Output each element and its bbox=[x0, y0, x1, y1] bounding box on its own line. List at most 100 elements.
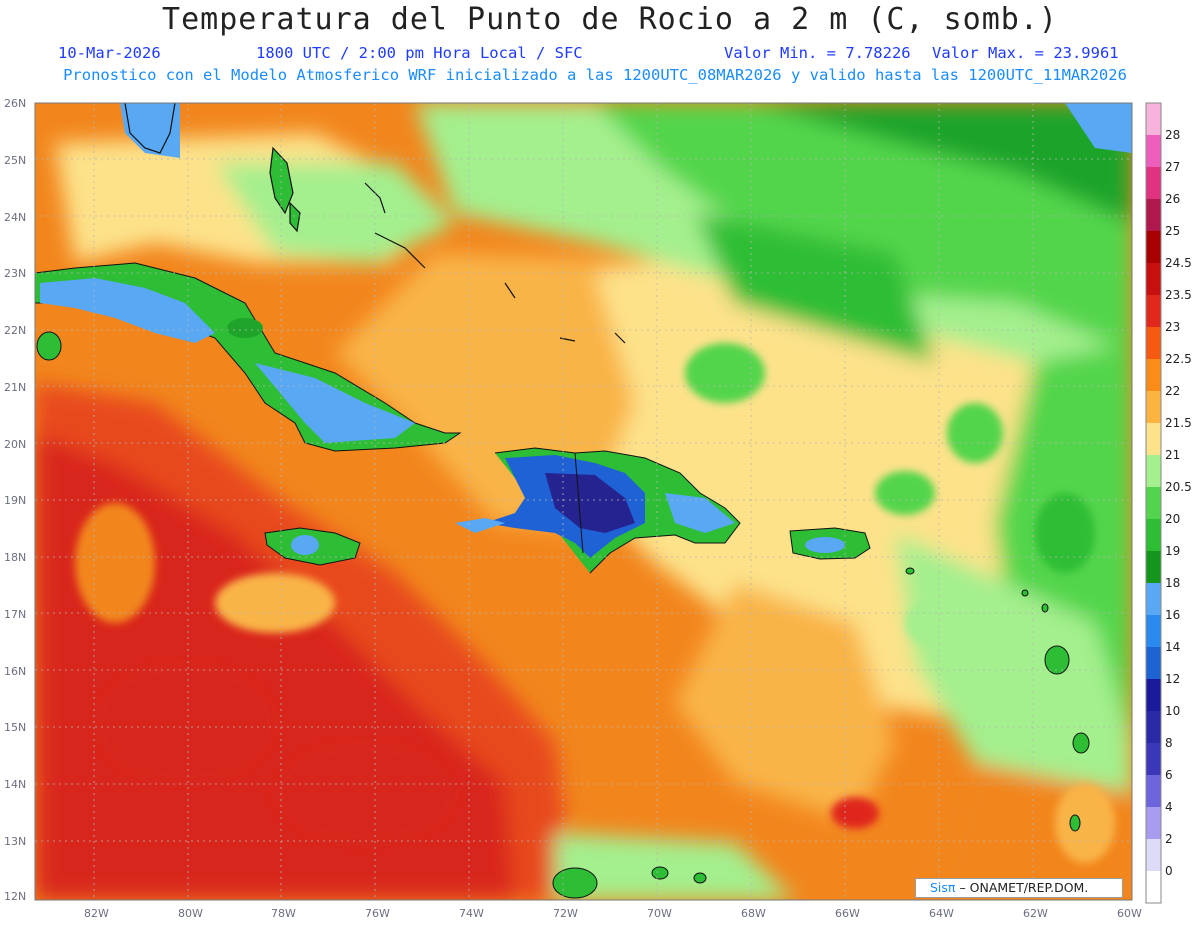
colorbar-swatch bbox=[1146, 391, 1161, 424]
lon-label: 64W bbox=[929, 907, 954, 920]
colorbar-label: 20 bbox=[1165, 512, 1180, 526]
valid-time: 1800 UTC / 2:00 pm Hora Local / SFC bbox=[256, 44, 583, 62]
colorbar-swatch bbox=[1146, 199, 1161, 232]
bahamas-coast bbox=[124, 103, 626, 344]
colorbar-swatch bbox=[1146, 423, 1161, 456]
colorbar-swatch bbox=[1146, 327, 1161, 360]
sispi-logo: Sisπ bbox=[930, 880, 956, 895]
colorbar-swatch bbox=[1146, 711, 1161, 744]
colorbar-swatch bbox=[1146, 263, 1161, 296]
lat-label: 12N bbox=[4, 890, 26, 903]
colorbar-swatch bbox=[1146, 135, 1161, 168]
min-value: Valor Min. = 7.78226 bbox=[724, 44, 911, 62]
lat-label: 25N bbox=[4, 154, 26, 167]
lon-label: 74W bbox=[459, 907, 484, 920]
colorbar-label: 21.5 bbox=[1165, 416, 1192, 430]
colorbar-label: 22.5 bbox=[1165, 352, 1192, 366]
lat-label: 18N bbox=[4, 551, 26, 564]
lat-label: 21N bbox=[4, 381, 26, 394]
lat-label: 15N bbox=[4, 721, 26, 734]
colorbar-label: 18 bbox=[1165, 576, 1180, 590]
puerto-rico bbox=[789, 527, 871, 560]
colorbar-label: 26 bbox=[1165, 192, 1180, 206]
colorbar-swatch bbox=[1146, 455, 1161, 488]
lon-label: 62W bbox=[1023, 907, 1048, 920]
colorbar-swatch bbox=[1146, 231, 1161, 264]
colorbar-swatch bbox=[1146, 647, 1161, 680]
colorbar-swatch bbox=[1146, 359, 1161, 392]
lat-label: 20N bbox=[4, 438, 26, 451]
map-title: Temperatura del Punto de Rocio a 2 m (C,… bbox=[162, 2, 1058, 37]
lon-label: 76W bbox=[365, 907, 390, 920]
colorbar-swatch bbox=[1146, 551, 1161, 584]
colorbar-label: 16 bbox=[1165, 608, 1180, 622]
colorbar-swatch bbox=[1146, 839, 1161, 872]
map-frame bbox=[34, 102, 1133, 901]
colorbar-frame bbox=[1145, 102, 1162, 904]
lon-axis: 82W 80W 78W 76W 74W 72W 70W 68W 66W 64W … bbox=[84, 907, 1142, 920]
colorbar-swatch bbox=[1146, 871, 1161, 904]
field-zones bbox=[35, 103, 1132, 900]
colorbar: 2827262524.523.52322.52221.52120.5201918… bbox=[1145, 102, 1192, 904]
dewpoint-field bbox=[35, 103, 1132, 900]
lon-label: 80W bbox=[178, 907, 203, 920]
colorbar-label: 19 bbox=[1165, 544, 1180, 558]
colorbar-label: 25 bbox=[1165, 224, 1180, 238]
lat-label: 16N bbox=[4, 665, 26, 678]
colorbar-label: 4 bbox=[1165, 800, 1173, 814]
lon-label: 72W bbox=[553, 907, 578, 920]
lat-label: 19N bbox=[4, 494, 26, 507]
lesser-antilles bbox=[552, 567, 1090, 899]
colorbar-label: 28 bbox=[1165, 128, 1180, 142]
colorbar-swatch bbox=[1146, 103, 1161, 136]
colorbar-label: 20.5 bbox=[1165, 480, 1192, 494]
lon-label: 78W bbox=[271, 907, 296, 920]
lon-label: 70W bbox=[647, 907, 672, 920]
model-info: Pronostico con el Modelo Atmosferico WRF… bbox=[63, 66, 1127, 84]
colorbar-swatch bbox=[1146, 775, 1161, 808]
lat-axis: 26N 25N 24N 23N 22N 21N 20N 19N 18N 17N … bbox=[4, 97, 26, 903]
colorbar-label: 8 bbox=[1165, 736, 1173, 750]
colorbar-label: 6 bbox=[1165, 768, 1173, 782]
colorbar-swatch bbox=[1146, 615, 1161, 648]
lon-label: 60W bbox=[1117, 907, 1142, 920]
colorbar-swatch bbox=[1146, 807, 1161, 840]
colorbar-swatch bbox=[1146, 295, 1161, 328]
lat-label: 14N bbox=[4, 778, 26, 791]
lat-label: 17N bbox=[4, 608, 26, 621]
credit-org: – ONAMET/REP.DOM. bbox=[959, 880, 1089, 895]
colorbar-swatch bbox=[1146, 583, 1161, 616]
lon-label: 66W bbox=[835, 907, 860, 920]
colorbar-label: 21 bbox=[1165, 448, 1180, 462]
colorbar-label: 14 bbox=[1165, 640, 1180, 654]
colorbar-label: 23.5 bbox=[1165, 288, 1192, 302]
valid-date: 10-Mar-2026 bbox=[58, 44, 161, 62]
colorbar-label: 22 bbox=[1165, 384, 1180, 398]
colorbar-label: 24.5 bbox=[1165, 256, 1192, 270]
graticule bbox=[35, 103, 1132, 900]
credit-box: Sisπ – ONAMET/REP.DOM. bbox=[915, 878, 1123, 898]
max-value: Valor Max. = 23.9961 bbox=[932, 44, 1119, 62]
colorbar-swatch bbox=[1146, 167, 1161, 200]
lon-label: 68W bbox=[741, 907, 766, 920]
colorbar-swatch bbox=[1146, 743, 1161, 776]
hispaniola bbox=[455, 447, 741, 574]
dewpoint-map bbox=[35, 103, 1132, 900]
colorbar-label: 27 bbox=[1165, 160, 1180, 174]
field-detail bbox=[75, 343, 1115, 863]
colorbar-swatch bbox=[1146, 487, 1161, 520]
colorbar-swatch bbox=[1146, 519, 1161, 552]
colorbar-label: 2 bbox=[1165, 832, 1173, 846]
lat-label: 23N bbox=[4, 267, 26, 280]
colorbar-label: 10 bbox=[1165, 704, 1180, 718]
colorbar-swatch bbox=[1146, 679, 1161, 712]
lat-label: 13N bbox=[4, 835, 26, 848]
jamaica bbox=[264, 527, 361, 566]
lat-label: 24N bbox=[4, 211, 26, 224]
colorbar-label: 23 bbox=[1165, 320, 1180, 334]
colorbar-label: 0 bbox=[1165, 864, 1173, 878]
lon-label: 82W bbox=[84, 907, 109, 920]
colorbar-label: 12 bbox=[1165, 672, 1180, 686]
lat-label: 26N bbox=[4, 97, 26, 110]
